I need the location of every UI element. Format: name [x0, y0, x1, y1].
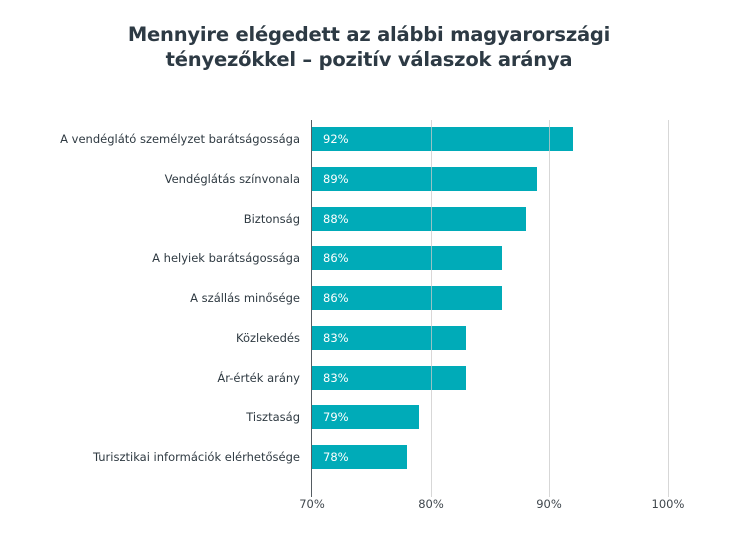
bar: 83%: [312, 326, 466, 350]
chart-title-line-2: tényezőkkel – pozitív válaszok aránya: [165, 48, 573, 71]
gridline: [431, 120, 432, 497]
bar-value-label: 83%: [323, 371, 349, 385]
bar-value-label: 89%: [323, 172, 349, 186]
x-tick-label: 80%: [418, 497, 444, 511]
category-label: Tisztaság: [246, 410, 300, 424]
bar-value-label: 79%: [323, 410, 349, 424]
bar: 89%: [312, 167, 537, 191]
category-label: Biztonság: [243, 212, 300, 226]
bar-value-label: 86%: [323, 291, 349, 305]
chart-title: Mennyire elégedett az alábbi magyarorszá…: [0, 22, 730, 72]
bar: 92%: [312, 127, 573, 151]
category-label: A helyiek barátságossága: [152, 251, 300, 265]
bar-value-label: 88%: [323, 212, 349, 226]
gridline: [668, 120, 669, 497]
y-axis-line: [311, 120, 312, 497]
bar-value-label: 92%: [323, 132, 349, 146]
bar: 83%: [312, 366, 466, 390]
category-label: A szállás minősége: [190, 291, 300, 305]
bar: 79%: [312, 405, 419, 429]
bar-value-label: 83%: [323, 331, 349, 345]
chart-title-line-1: Mennyire elégedett az alábbi magyarorszá…: [127, 23, 611, 46]
x-tick-label: 100%: [651, 497, 685, 511]
category-label: Turisztikai információk elérhetősége: [92, 450, 300, 464]
x-tick-label: 70%: [299, 497, 325, 511]
gridline: [549, 120, 550, 497]
bar: 78%: [312, 445, 407, 469]
bar: 86%: [312, 246, 502, 270]
category-label: A vendéglátó személyzet barátságossága: [60, 132, 300, 146]
bar: 88%: [312, 207, 526, 231]
x-tick-label: 90%: [536, 497, 562, 511]
category-label: Közlekedés: [235, 331, 300, 345]
bar-value-label: 78%: [323, 450, 349, 464]
category-label: Vendéglátás színvonala: [164, 172, 300, 186]
category-label: Ár-érték arány: [217, 371, 300, 385]
bar-value-label: 86%: [323, 251, 349, 265]
bar: 86%: [312, 286, 502, 310]
